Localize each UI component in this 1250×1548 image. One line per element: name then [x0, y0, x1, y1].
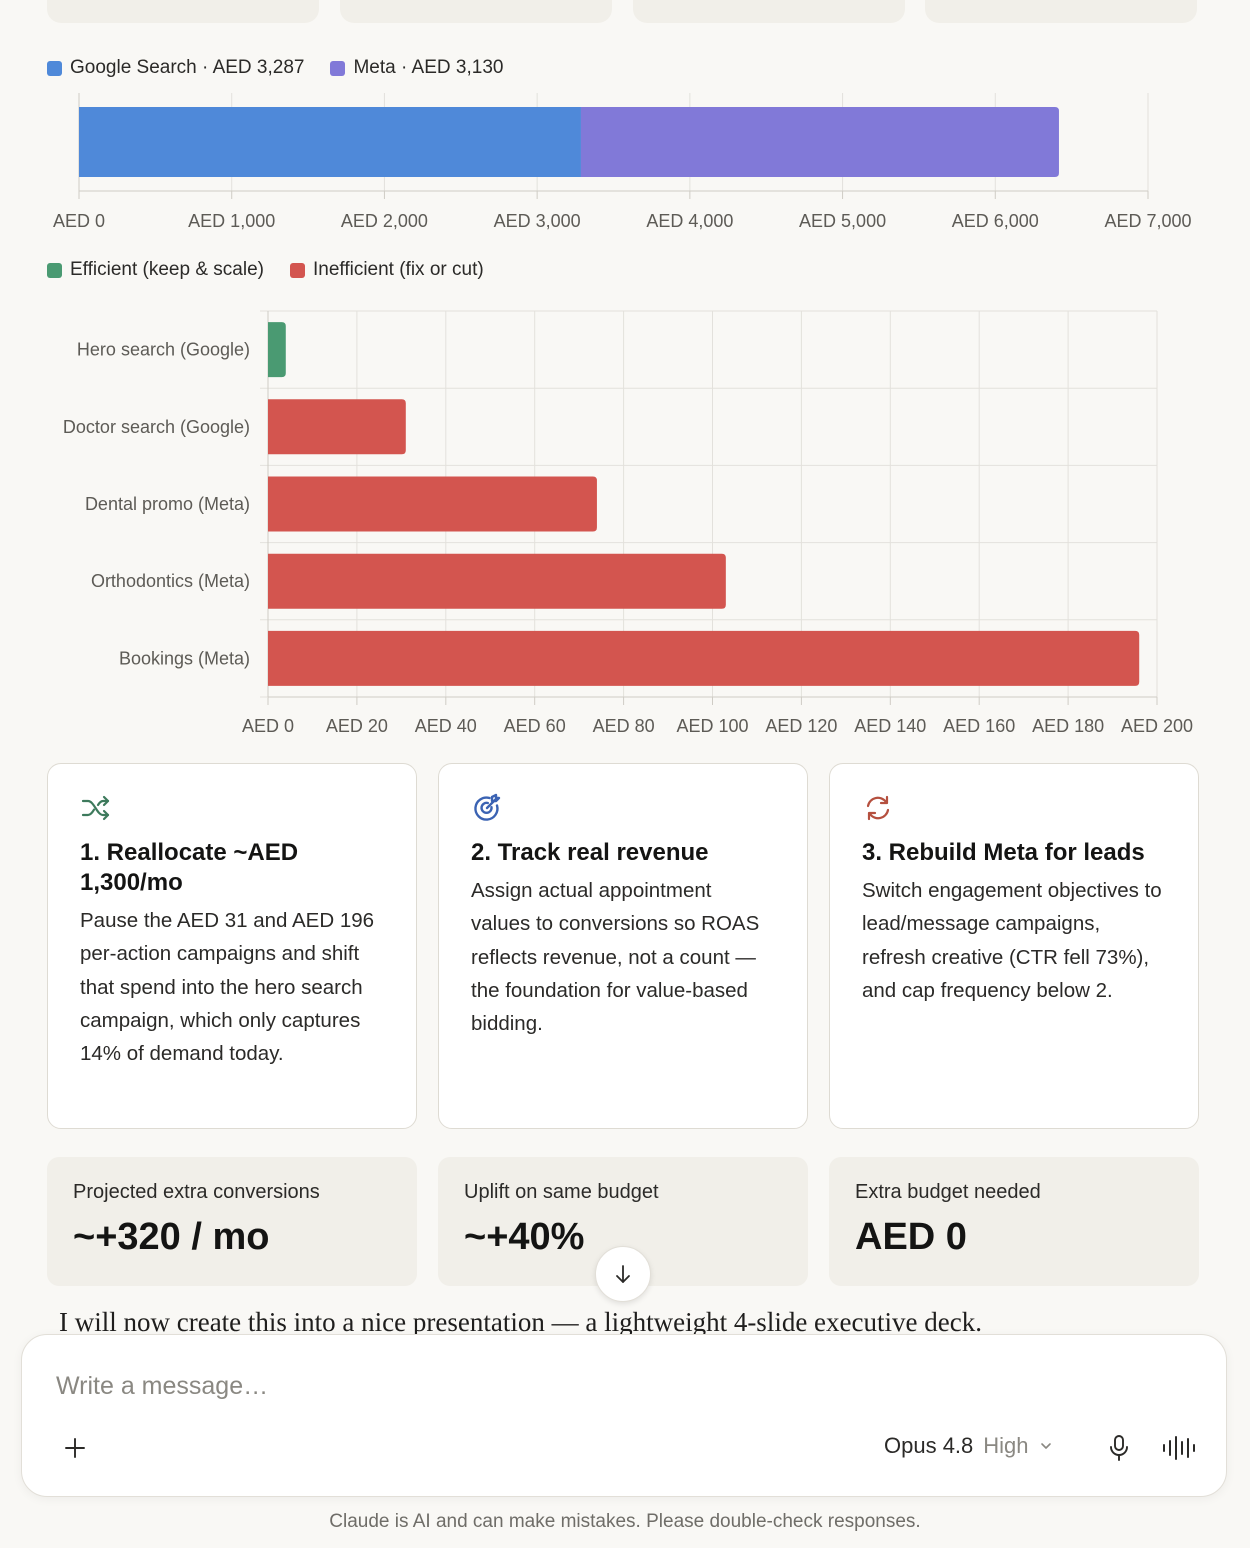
x-tick-label: AED 100 — [676, 716, 748, 736]
legend-swatch-efficient — [47, 262, 62, 278]
x-tick-label: AED 120 — [765, 716, 837, 736]
x-tick-label: AED 7,000 — [1104, 211, 1191, 231]
y-category-label: Doctor search (Google) — [63, 417, 250, 437]
shuffle-icon — [80, 792, 112, 824]
x-tick-label: AED 160 — [943, 716, 1015, 736]
card-track-revenue: 2. Track real revenue Assign actual appo… — [438, 763, 808, 1129]
card-title: 1. Reallocate ~AED 1,300/mo — [80, 839, 299, 896]
cost-per-action-bar-chart: AED 0 AED 20 AED 40 AED 60 AED 80 AED 100 AED … — [63, 310, 1193, 736]
metric-label: Extra budget needed — [855, 1181, 1041, 1203]
y-category-label: Hero search (Google) — [77, 340, 250, 360]
chevron-down-icon — [1040, 1443, 1051, 1449]
metric-extra-budget: Extra budget needed AED 0 — [829, 1157, 1199, 1286]
legend-label-meta: Meta · AED 3,130 — [353, 57, 504, 78]
x-tick-label: AED 200 — [1121, 716, 1193, 736]
scroll-to-bottom-button[interactable] — [595, 1246, 651, 1302]
legend-item-meta: Meta · AED 3,130 — [330, 57, 503, 79]
metric-value: ~+320 / mo — [73, 1216, 270, 1258]
card-reallocate: 1. Reallocate ~AED 1,300/mo Pause the AE… — [47, 763, 417, 1129]
legend-swatch-inefficient — [289, 262, 305, 278]
card-body: Switch engagement objectives to lead/mes… — [862, 879, 1162, 1002]
x-tick-label: AED 3,000 — [494, 211, 581, 231]
x-tick-label: AED 60 — [504, 716, 566, 736]
bar-segment-meta — [580, 107, 1059, 177]
disclaimer: Claude is AI and can make mistakes. Plea… — [329, 1511, 921, 1532]
microphone-icon — [1110, 1435, 1128, 1461]
metric-label: Uplift on same budget — [464, 1181, 659, 1203]
stub-card — [340, 0, 612, 23]
y-category-label: Bookings (Meta) — [119, 648, 250, 668]
legend-label-efficient: Efficient (keep & scale) — [70, 259, 264, 280]
recommendation-cards: 1. Reallocate ~AED 1,300/mo Pause the AE… — [47, 763, 1199, 1129]
x-tick-label: AED 4,000 — [646, 211, 733, 231]
y-category-label: Dental promo (Meta) — [85, 494, 250, 514]
legend-swatch-meta — [330, 60, 346, 76]
stub-card — [47, 0, 319, 23]
x-tick-label: AED 140 — [854, 716, 926, 736]
legend-label-google: Google Search · AED 3,287 — [70, 57, 305, 78]
spend-stacked-bar-chart: AED 0 AED 1,000 AED 2,000 AED 3,000 AED 4,00… — [53, 93, 1192, 231]
metric-label: Projected extra conversions — [73, 1181, 320, 1203]
x-tick-label: AED 0 — [53, 211, 105, 231]
metric-value: AED 0 — [855, 1216, 967, 1258]
x-tick-label: AED 1,000 — [188, 211, 275, 231]
message-composer: Opus 4.8 High — [21, 1334, 1227, 1497]
x-tick-label: AED 5,000 — [799, 211, 886, 231]
cost-chart-legend: Efficient (keep & scale) Inefficient (fi… — [47, 259, 484, 281]
x-tick-label: AED 6,000 — [952, 211, 1039, 231]
card-rebuild-meta: 3. Rebuild Meta for leads Switch engagem… — [829, 763, 1199, 1129]
metric-extra-conversions: Projected extra conversions ~+320 / mo — [47, 1157, 417, 1286]
add-attachment-button[interactable] — [58, 1431, 92, 1465]
y-category-label: Orthodontics (Meta) — [91, 571, 250, 591]
bar-dental-promo-meta — [268, 476, 597, 532]
legend-item-google: Google Search · AED 3,287 — [47, 57, 304, 79]
x-tick-label: AED 180 — [1032, 716, 1104, 736]
message-input[interactable] — [54, 1365, 958, 1407]
x-tick-label: AED 80 — [593, 716, 655, 736]
model-selector[interactable]: Opus 4.8 High — [884, 1433, 1053, 1459]
bar-doctor-search-google — [268, 399, 406, 455]
card-body: Assign actual appointment values to conv… — [471, 879, 760, 1036]
bar-orthodontics-meta — [268, 553, 726, 609]
card-title: 2. Track real revenue — [471, 839, 709, 866]
spend-chart-legend: Google Search · AED 3,287 Meta · AED 3,1… — [47, 57, 503, 79]
bar-bookings-meta — [268, 630, 1140, 686]
bar-segment-google — [79, 107, 581, 177]
microphone-button[interactable] — [1102, 1431, 1136, 1465]
refresh-icon — [862, 792, 894, 824]
x-tick-label: AED 20 — [326, 716, 388, 736]
x-tick-label: AED 0 — [242, 716, 294, 736]
x-tick-label: AED 40 — [415, 716, 477, 736]
metric-value: ~+40% — [464, 1216, 585, 1258]
x-tick-label: AED 2,000 — [341, 211, 428, 231]
voice-mode-button[interactable] — [1160, 1431, 1198, 1465]
stub-card — [925, 0, 1197, 23]
previous-content-stubs — [47, 0, 1199, 24]
assistant-message: I will now create this into a nice prese… — [59, 1307, 982, 1336]
effort-level: High — [983, 1433, 1029, 1458]
legend-item-efficient: Efficient (keep & scale) — [47, 259, 264, 281]
model-name: Opus 4.8 — [884, 1433, 974, 1458]
plus-icon — [65, 1438, 85, 1458]
stub-card — [633, 0, 905, 23]
arrow-down-icon — [616, 1265, 630, 1283]
target-icon — [471, 792, 503, 824]
legend-swatch-google — [47, 60, 62, 76]
legend-item-inefficient: Inefficient (fix or cut) — [289, 259, 484, 281]
audio-waveform-icon — [1163, 1436, 1195, 1460]
card-body: Pause the AED 31 and AED 196 per-action … — [80, 909, 375, 1066]
bar-hero-search-google — [268, 322, 286, 378]
card-title: 3. Rebuild Meta for leads — [862, 839, 1145, 866]
legend-label-inefficient: Inefficient (fix or cut) — [312, 259, 484, 280]
